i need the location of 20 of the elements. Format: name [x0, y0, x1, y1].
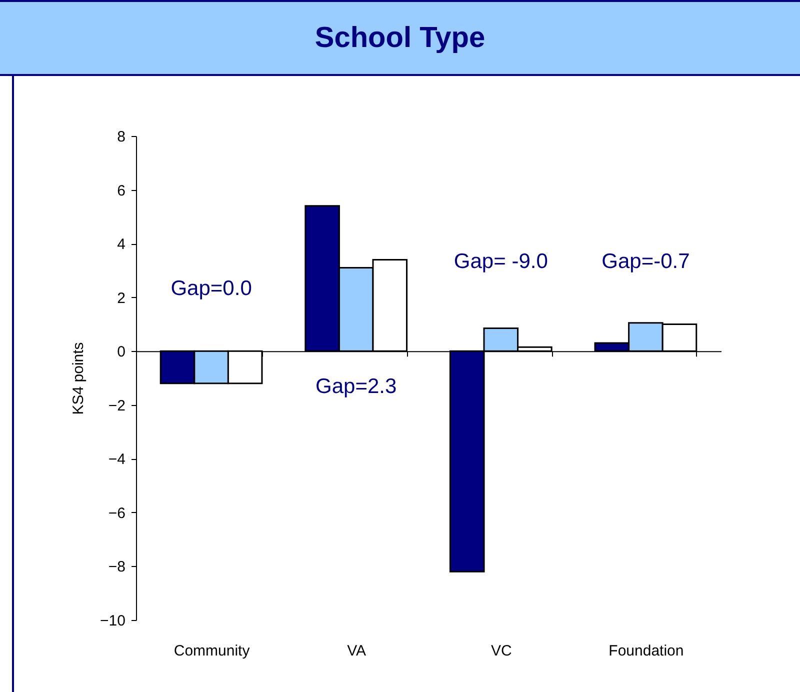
- y-tick-label: 2: [117, 290, 126, 307]
- y-tick-label: −10: [100, 612, 126, 630]
- y-axis-title: KS4 points: [70, 342, 88, 415]
- y-tick-label: −4: [108, 451, 126, 468]
- y-tick-label: 0: [117, 344, 126, 361]
- x-tick-label: Foundation: [608, 642, 684, 660]
- y-tick-label: −6: [108, 504, 126, 522]
- chart-title: School Type: [0, 0, 800, 76]
- annotation: Gap= -9.0: [454, 250, 548, 273]
- x-tick-label: VA: [347, 642, 366, 660]
- y-tick-label: 4: [117, 236, 126, 254]
- y-tick-label: −2: [108, 397, 126, 414]
- y-tick-label: 6: [117, 182, 126, 200]
- annotation: Gap=0.0: [170, 277, 252, 300]
- y-tick-label: 8: [117, 128, 126, 146]
- annotation: Gap=2.3: [316, 375, 397, 398]
- x-tick-label: Community: [174, 642, 250, 660]
- annotation: Gap=-0.7: [602, 250, 690, 273]
- y-tick-label: −8: [108, 558, 126, 576]
- x-tick-label: VC: [490, 642, 512, 660]
